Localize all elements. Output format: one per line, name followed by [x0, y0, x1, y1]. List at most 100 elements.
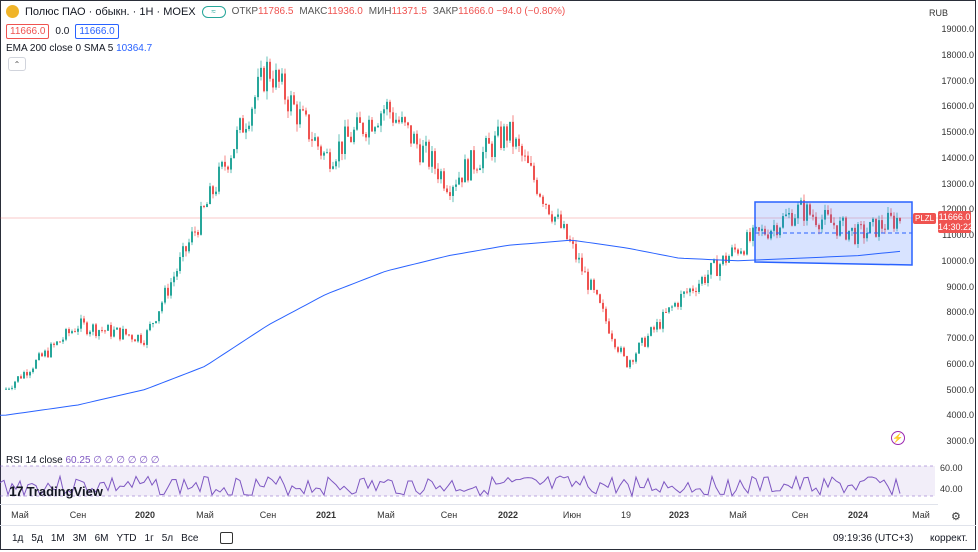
rsi-legend[interactable]: RSI 14 close 60.25 ∅ ∅ ∅ ∅ ∅ ∅ — [6, 455, 159, 466]
time-tick: Сен — [69, 510, 87, 520]
candle-body — [290, 95, 292, 112]
price-tick: 7000.0 — [946, 333, 974, 343]
ema-value: 10364.7 — [116, 43, 153, 54]
ema-legend[interactable]: EMA 200 close 0 SMA 5 10364.7 — [6, 43, 152, 54]
candle-body — [749, 232, 751, 241]
candle-body — [461, 177, 463, 183]
candle-body — [563, 224, 565, 228]
adjust-button[interactable]: коррект. — [930, 532, 968, 544]
candle-body — [605, 308, 607, 322]
candle-body — [260, 67, 262, 77]
tradingview-logo[interactable]: 17 TradingView — [9, 483, 103, 499]
candle-body — [257, 76, 259, 98]
candle-body — [281, 73, 283, 82]
candle-body — [821, 219, 823, 230]
symbol-title[interactable]: Полюс ПАО · обыкн. · 1Н · MOEX — [25, 5, 196, 18]
candle-body — [875, 218, 877, 237]
candle-body — [830, 214, 832, 223]
price-axis[interactable]: 19000.0 18000.0 17000.0 16000.0 15000.0 14000… — [938, 0, 976, 455]
candle-body — [815, 216, 817, 226]
candle-body — [863, 224, 865, 239]
clock[interactable]: 09:19:36 (UTC+3) — [833, 532, 914, 544]
bottom-toolbar: 1д 5д 1М 3М 6М YTD 1г 5л Все 09:19:36 (UTC+3) ко… — [0, 525, 976, 550]
candle-body — [737, 249, 739, 254]
market-status-icon[interactable]: ≈ — [201, 5, 226, 18]
candle-body — [440, 171, 442, 180]
candle-body — [434, 151, 436, 169]
price-tick: 15000.0 — [941, 127, 974, 137]
calendar-icon[interactable] — [220, 532, 234, 544]
candle-body — [104, 330, 106, 332]
ohlc-item: ОТКР11786.5 — [232, 6, 294, 17]
rsi-label: RSI 14 close — [6, 455, 63, 466]
candle-body — [521, 145, 523, 156]
range-button[interactable]: 5л — [161, 532, 174, 544]
candle-body — [335, 161, 337, 167]
candle-body — [665, 311, 667, 313]
candle-body — [476, 169, 478, 171]
ema-line — [0, 239, 901, 416]
ticker-tag: PLZL — [913, 213, 937, 224]
time-tick: 2021 — [315, 510, 337, 520]
range-button[interactable]: YTD — [116, 532, 137, 544]
candle-body — [692, 288, 694, 291]
candle-body — [371, 119, 373, 132]
candle-body — [452, 186, 454, 196]
candle-body — [740, 251, 742, 254]
candle-body — [59, 341, 61, 343]
price-tick: 3000.0 — [946, 436, 974, 446]
price-chart[interactable] — [0, 0, 938, 455]
candle-body — [755, 227, 757, 229]
price-tick: 14000.0 — [941, 152, 974, 163]
candle-body — [644, 337, 646, 347]
candle-body — [662, 311, 664, 329]
candle-body — [167, 287, 169, 296]
range-button[interactable]: 5д — [31, 532, 43, 544]
range-button[interactable]: 1г — [144, 532, 154, 544]
candle-body — [602, 302, 604, 309]
range-button[interactable]: 6М — [94, 532, 109, 544]
price-tick: 6000.0 — [946, 358, 974, 369]
candle-body — [164, 287, 166, 303]
range-button[interactable]: 3М — [72, 532, 87, 544]
alert-bolt-icon[interactable]: ⚡ — [891, 431, 905, 445]
candle-body — [23, 372, 25, 379]
candle-body — [626, 356, 628, 368]
candle-body — [818, 225, 820, 230]
sell-price[interactable]: 11666.0 — [6, 24, 50, 39]
range-button[interactable]: 1д — [12, 532, 24, 544]
candle-body — [635, 353, 637, 362]
candle-body — [155, 321, 157, 324]
candle-body — [245, 129, 247, 133]
candle-body — [161, 302, 163, 312]
candle-body — [194, 231, 196, 233]
buy-price[interactable]: 11666.0 — [75, 24, 119, 39]
collapse-legend-button[interactable]: ⌃ — [8, 57, 26, 71]
gear-icon[interactable]: ⚙ — [951, 511, 961, 523]
rsi-pane[interactable] — [0, 462, 938, 504]
range-button[interactable]: Все — [181, 532, 199, 544]
candle-body — [50, 343, 52, 358]
candle-body — [134, 339, 136, 342]
candle-body — [545, 203, 547, 205]
candle-body — [824, 209, 826, 220]
candle-body — [80, 318, 82, 329]
candle-body — [812, 214, 814, 217]
time-tick: Июн — [562, 510, 582, 520]
candle-body — [707, 274, 709, 284]
time-tick: Сен — [259, 510, 277, 520]
candle-body — [140, 334, 142, 343]
range-buttons: 1д 5д 1М 3М 6М YTD 1г 5л Все — [0, 533, 198, 544]
price-tick: 19000.0 — [941, 24, 974, 34]
candle-body — [899, 217, 901, 222]
candle-body — [299, 109, 301, 125]
candle-body — [671, 306, 673, 308]
candle-body — [539, 193, 541, 197]
range-button[interactable]: 1М — [50, 532, 65, 544]
time-tick: 2023 — [668, 510, 690, 520]
spread-value: 0.0 — [55, 26, 70, 37]
time-axis[interactable]: Май Сен 2020 Май Сен 2021 Май Сен 2022 Июн 19 2023 М… — [0, 504, 938, 523]
candle-body — [428, 141, 430, 167]
candle-body — [83, 318, 85, 323]
currency-label[interactable]: RUB — [928, 8, 948, 18]
